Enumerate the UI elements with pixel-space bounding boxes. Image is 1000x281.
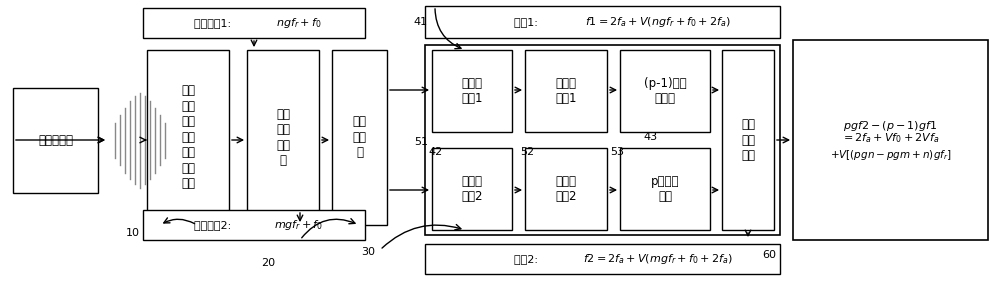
Text: 光电探
测器2: 光电探 测器2 xyxy=(555,175,577,203)
Text: 重复
频率
锁定
的超
短脉
冲激
光器: 重复 频率 锁定 的超 短脉 冲激 光器 xyxy=(181,85,195,191)
Bar xyxy=(425,6,780,38)
Bar xyxy=(332,50,387,225)
Text: 待测光信号: 待测光信号 xyxy=(38,134,73,147)
Bar xyxy=(525,50,607,132)
Bar xyxy=(247,50,319,225)
Text: 43: 43 xyxy=(643,132,657,142)
Text: $=2f_a+Vf_0+2Vf_a$: $=2f_a+Vf_0+2Vf_a$ xyxy=(841,132,940,146)
Text: 30: 30 xyxy=(361,247,375,257)
Text: 光学滤
波器1: 光学滤 波器1 xyxy=(461,77,483,105)
Bar xyxy=(620,50,710,132)
Bar xyxy=(425,45,780,235)
Text: 60: 60 xyxy=(762,250,776,260)
Text: 41: 41 xyxy=(414,17,428,27)
Text: $pgf2-(p-1)gf1$: $pgf2-(p-1)gf1$ xyxy=(843,119,938,133)
Bar xyxy=(793,40,988,240)
Text: 光电探
测器1: 光电探 测器1 xyxy=(555,77,577,105)
Bar xyxy=(143,8,365,38)
Text: p倍电学
倍频: p倍电学 倍频 xyxy=(651,175,679,203)
Bar xyxy=(525,148,607,230)
Text: 52: 52 xyxy=(520,147,534,157)
Text: $f1=2f_a+V(ngf_r+f_0+2f_a)$: $f1=2f_a+V(ngf_r+f_0+2f_a)$ xyxy=(585,15,730,29)
Bar xyxy=(147,50,229,225)
Text: 20: 20 xyxy=(261,258,275,268)
Text: 电学
混频
滤波: 电学 混频 滤波 xyxy=(741,118,755,162)
Text: 51: 51 xyxy=(414,137,428,147)
Bar xyxy=(432,50,512,132)
Text: $ngf_r+f_0$: $ngf_r+f_0$ xyxy=(276,16,322,30)
Bar xyxy=(13,88,98,193)
Text: 光学滤
波器2: 光学滤 波器2 xyxy=(461,175,483,203)
Text: 拍频1:: 拍频1: xyxy=(514,17,541,27)
Text: $+V[(pgn-pgm+n)gf_r]$: $+V[(pgn-pgm+n)gf_r]$ xyxy=(830,148,951,162)
Text: 10: 10 xyxy=(126,228,140,238)
Bar xyxy=(425,244,780,274)
Text: 初始频率2:: 初始频率2: xyxy=(194,220,234,230)
Text: 光学
分束
器: 光学 分束 器 xyxy=(352,115,366,160)
Text: $mgf_r+f_0$: $mgf_r+f_0$ xyxy=(274,218,324,232)
Text: $f2=2f_a+V(mgf_r+f_0+2f_a)$: $f2=2f_a+V(mgf_r+f_0+2f_a)$ xyxy=(583,252,732,266)
Text: 迈克
尔逊
干涉
仪: 迈克 尔逊 干涉 仪 xyxy=(276,108,290,167)
Bar xyxy=(143,210,365,240)
Text: 初始频率1:: 初始频率1: xyxy=(194,18,234,28)
Text: 53: 53 xyxy=(610,147,624,157)
Text: 42: 42 xyxy=(429,147,443,157)
Bar xyxy=(432,148,512,230)
Text: (p-1)倍电
学倍频: (p-1)倍电 学倍频 xyxy=(644,77,686,105)
Bar xyxy=(722,50,774,230)
Bar xyxy=(620,148,710,230)
Text: 拍频2:: 拍频2: xyxy=(514,254,541,264)
